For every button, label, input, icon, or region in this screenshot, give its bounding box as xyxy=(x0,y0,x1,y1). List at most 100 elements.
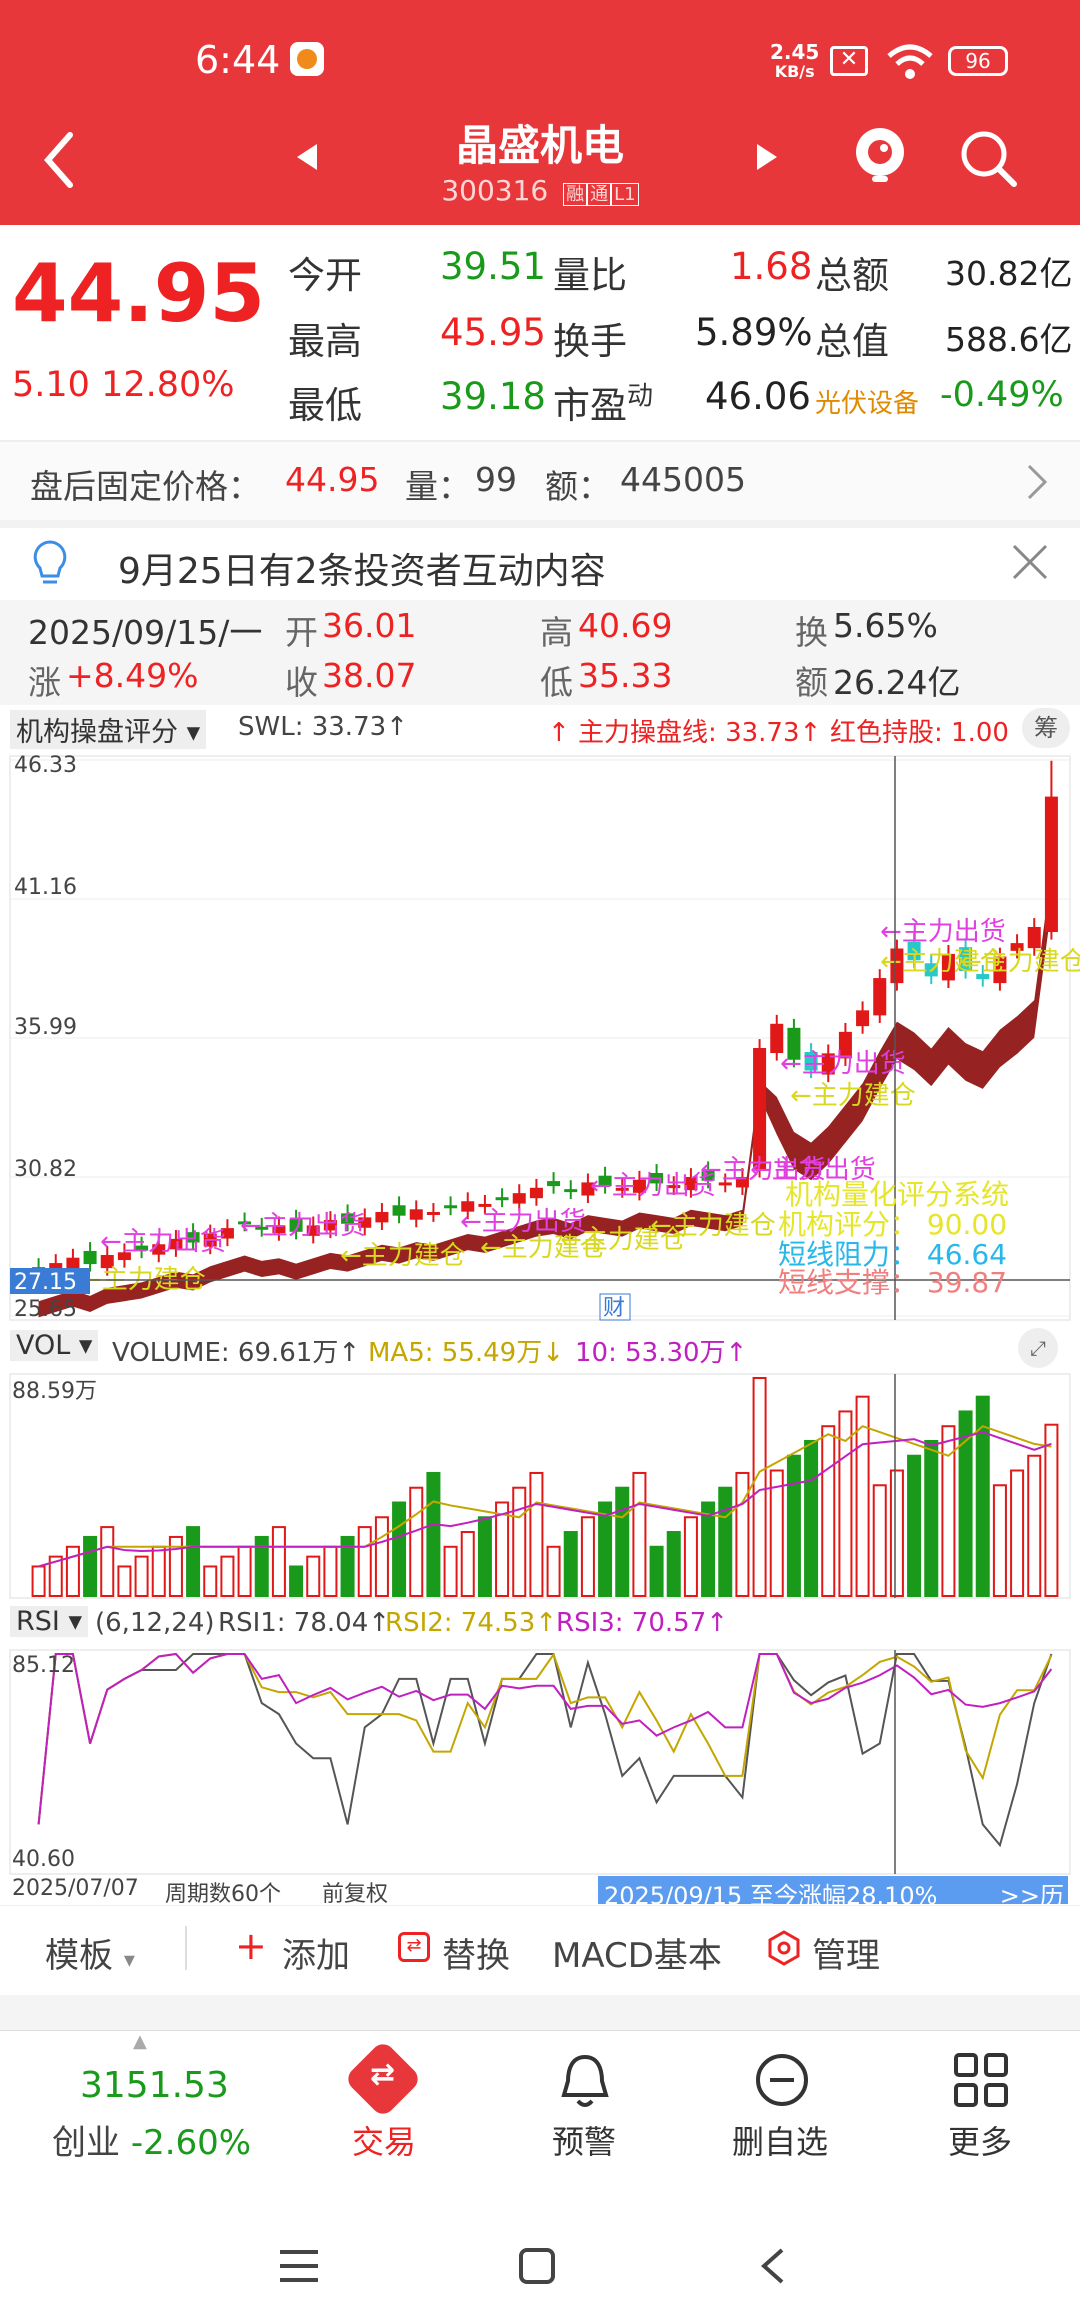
turnover-value: 5.89% xyxy=(695,311,813,354)
stock-code: 300316 xyxy=(441,174,549,207)
period-count: 周期数60个 xyxy=(165,1882,281,1907)
template-button[interactable]: 模板 ▾ xyxy=(45,1936,135,1976)
market-cap-value: 588.6亿 xyxy=(945,320,1073,359)
connect-tag: 通 xyxy=(587,183,612,206)
search-icon[interactable] xyxy=(958,128,1020,190)
day-low-label: 低 xyxy=(540,663,573,702)
volume-bar xyxy=(649,1545,664,1598)
back-nav-icon[interactable] xyxy=(758,2246,788,2286)
y-tick-label: 46.33 xyxy=(14,753,77,778)
vol-top-label: 88.59万 xyxy=(12,1379,97,1404)
index-value[interactable]: 3151.53 xyxy=(80,2065,229,2106)
volume-bar xyxy=(100,1526,115,1597)
annotation-sell: ←主力出货 xyxy=(700,1155,826,1185)
menu-icon[interactable] xyxy=(278,2248,320,2284)
start-date: 2025/07/07 xyxy=(12,1876,139,1901)
vol-dropdown[interactable]: VOL ▾ xyxy=(10,1330,99,1361)
rsi-bottom-label: 40.60 xyxy=(12,1847,75,1872)
system-title: 机构量化评分系统 xyxy=(785,1178,1009,1211)
chip-distribution-button[interactable]: 筹 xyxy=(1022,708,1070,748)
range-banner[interactable]: 2025/09/15 至今涨幅28.10% >>历 xyxy=(598,1876,1068,1910)
candlestick-chart[interactable]: ←主力出货←主力出货 ←主力出货←主力出货←主力出货←主力出货←主力出货←主力出货… xyxy=(0,752,1080,1324)
adjust-mode[interactable]: 前复权 xyxy=(322,1882,389,1907)
divider xyxy=(0,520,1080,528)
manage-icon xyxy=(768,1930,800,1966)
rsi1-value: RSI1: 78.04↑ xyxy=(218,1608,391,1638)
volume-chart[interactable]: 88.59万 xyxy=(0,1372,1080,1602)
delete-watchlist-tab[interactable]: 删自选 xyxy=(732,2123,829,2161)
app-notification-icon xyxy=(290,42,324,76)
open-value: 39.51 xyxy=(440,245,546,288)
resist-text: 短线阻力： 46.64 xyxy=(778,1238,1007,1271)
expand-icon[interactable]: ⤢ xyxy=(1018,1328,1058,1368)
add-button[interactable]: 添加 xyxy=(282,1936,350,1976)
trade-tab[interactable]: 交易 xyxy=(352,2123,417,2161)
candle xyxy=(409,1209,423,1220)
volume-bar xyxy=(958,1410,973,1597)
close-icon[interactable] xyxy=(1010,542,1050,582)
index-ticker[interactable]: 创业 -2.60% xyxy=(52,2123,252,2163)
replace-button[interactable]: 替换 xyxy=(442,1936,510,1976)
volume-bar xyxy=(392,1501,407,1597)
back-icon[interactable] xyxy=(40,130,80,190)
annotation-sell: ←主力出货 xyxy=(100,1227,226,1257)
swl-value: SWL: 33.73↑ xyxy=(238,712,408,742)
turnover-label: 换手 xyxy=(553,320,627,363)
system-navigation xyxy=(0,2230,1080,2300)
indicator-dropdown[interactable]: 机构操盘评分 ▾ xyxy=(10,710,207,749)
annotation-sell: ←主力出货 xyxy=(460,1207,586,1237)
annotation-buy: ←主力建仓 xyxy=(340,1241,466,1271)
more-tab[interactable]: 更多 xyxy=(948,2123,1013,2161)
day-open: 36.01 xyxy=(322,606,417,645)
plus-icon: + xyxy=(235,1924,267,1968)
notice-bar[interactable]: 9月25日有2条投资者互动内容 xyxy=(0,528,1080,600)
rsi3-value: RSI3: 70.57↑ xyxy=(556,1608,729,1638)
high-label: 最高 xyxy=(288,320,362,363)
amount-label: 总额 xyxy=(815,254,889,297)
volume-bar xyxy=(203,1565,218,1597)
candle xyxy=(358,1217,372,1228)
candle xyxy=(203,1233,217,1247)
rsi-dropdown[interactable]: RSI ▾ xyxy=(10,1606,89,1637)
volume-bar xyxy=(580,1516,595,1597)
more-grid-icon[interactable] xyxy=(952,2051,1010,2109)
candle xyxy=(787,1027,801,1060)
remove-watchlist-icon[interactable] xyxy=(753,2051,811,2109)
open-label: 今开 xyxy=(288,254,362,297)
divider xyxy=(0,440,1080,442)
macd-button[interactable]: MACD基本 xyxy=(552,1936,722,1976)
day-amt-label: 额 xyxy=(795,663,828,702)
volume-bar xyxy=(83,1535,98,1598)
home-icon[interactable] xyxy=(517,2246,557,2286)
wifi-icon xyxy=(887,44,933,79)
volume-bar xyxy=(821,1425,836,1597)
after-hours-row[interactable]: 盘后固定价格： 44.95 量： 99 额： 445005 xyxy=(0,442,1080,520)
annotation-sell: ←主力出货 xyxy=(880,917,1006,947)
robot-assistant-icon[interactable] xyxy=(850,120,910,190)
prev-stock-icon[interactable] xyxy=(295,142,319,172)
day-high: 40.69 xyxy=(578,606,673,645)
sector-link[interactable]: 光伏设备 xyxy=(815,389,920,419)
candle xyxy=(873,978,887,1016)
finance-tag[interactable] xyxy=(599,1293,631,1321)
candle xyxy=(1044,796,1058,933)
manage-button[interactable]: 管理 xyxy=(812,1936,880,1976)
volume-bar xyxy=(804,1439,819,1597)
after-hours-vol-label: 量： xyxy=(405,467,471,506)
annotation-buy: ←主力建仓 xyxy=(560,1225,686,1255)
candle xyxy=(375,1211,389,1223)
candle xyxy=(753,1047,767,1170)
rsi-chart[interactable]: 85.12 40.60 xyxy=(0,1648,1080,1876)
high-value: 45.95 xyxy=(440,311,546,354)
candle xyxy=(615,1187,629,1191)
next-stock-icon[interactable] xyxy=(755,142,779,172)
bell-icon[interactable] xyxy=(556,2051,614,2113)
volume-bar xyxy=(907,1454,922,1598)
candle xyxy=(186,1232,200,1243)
candle xyxy=(392,1205,406,1216)
candle xyxy=(701,1170,715,1181)
candle xyxy=(272,1225,286,1234)
volume-bar xyxy=(529,1471,544,1597)
alert-tab[interactable]: 预警 xyxy=(552,2123,617,2161)
candle xyxy=(495,1197,509,1201)
